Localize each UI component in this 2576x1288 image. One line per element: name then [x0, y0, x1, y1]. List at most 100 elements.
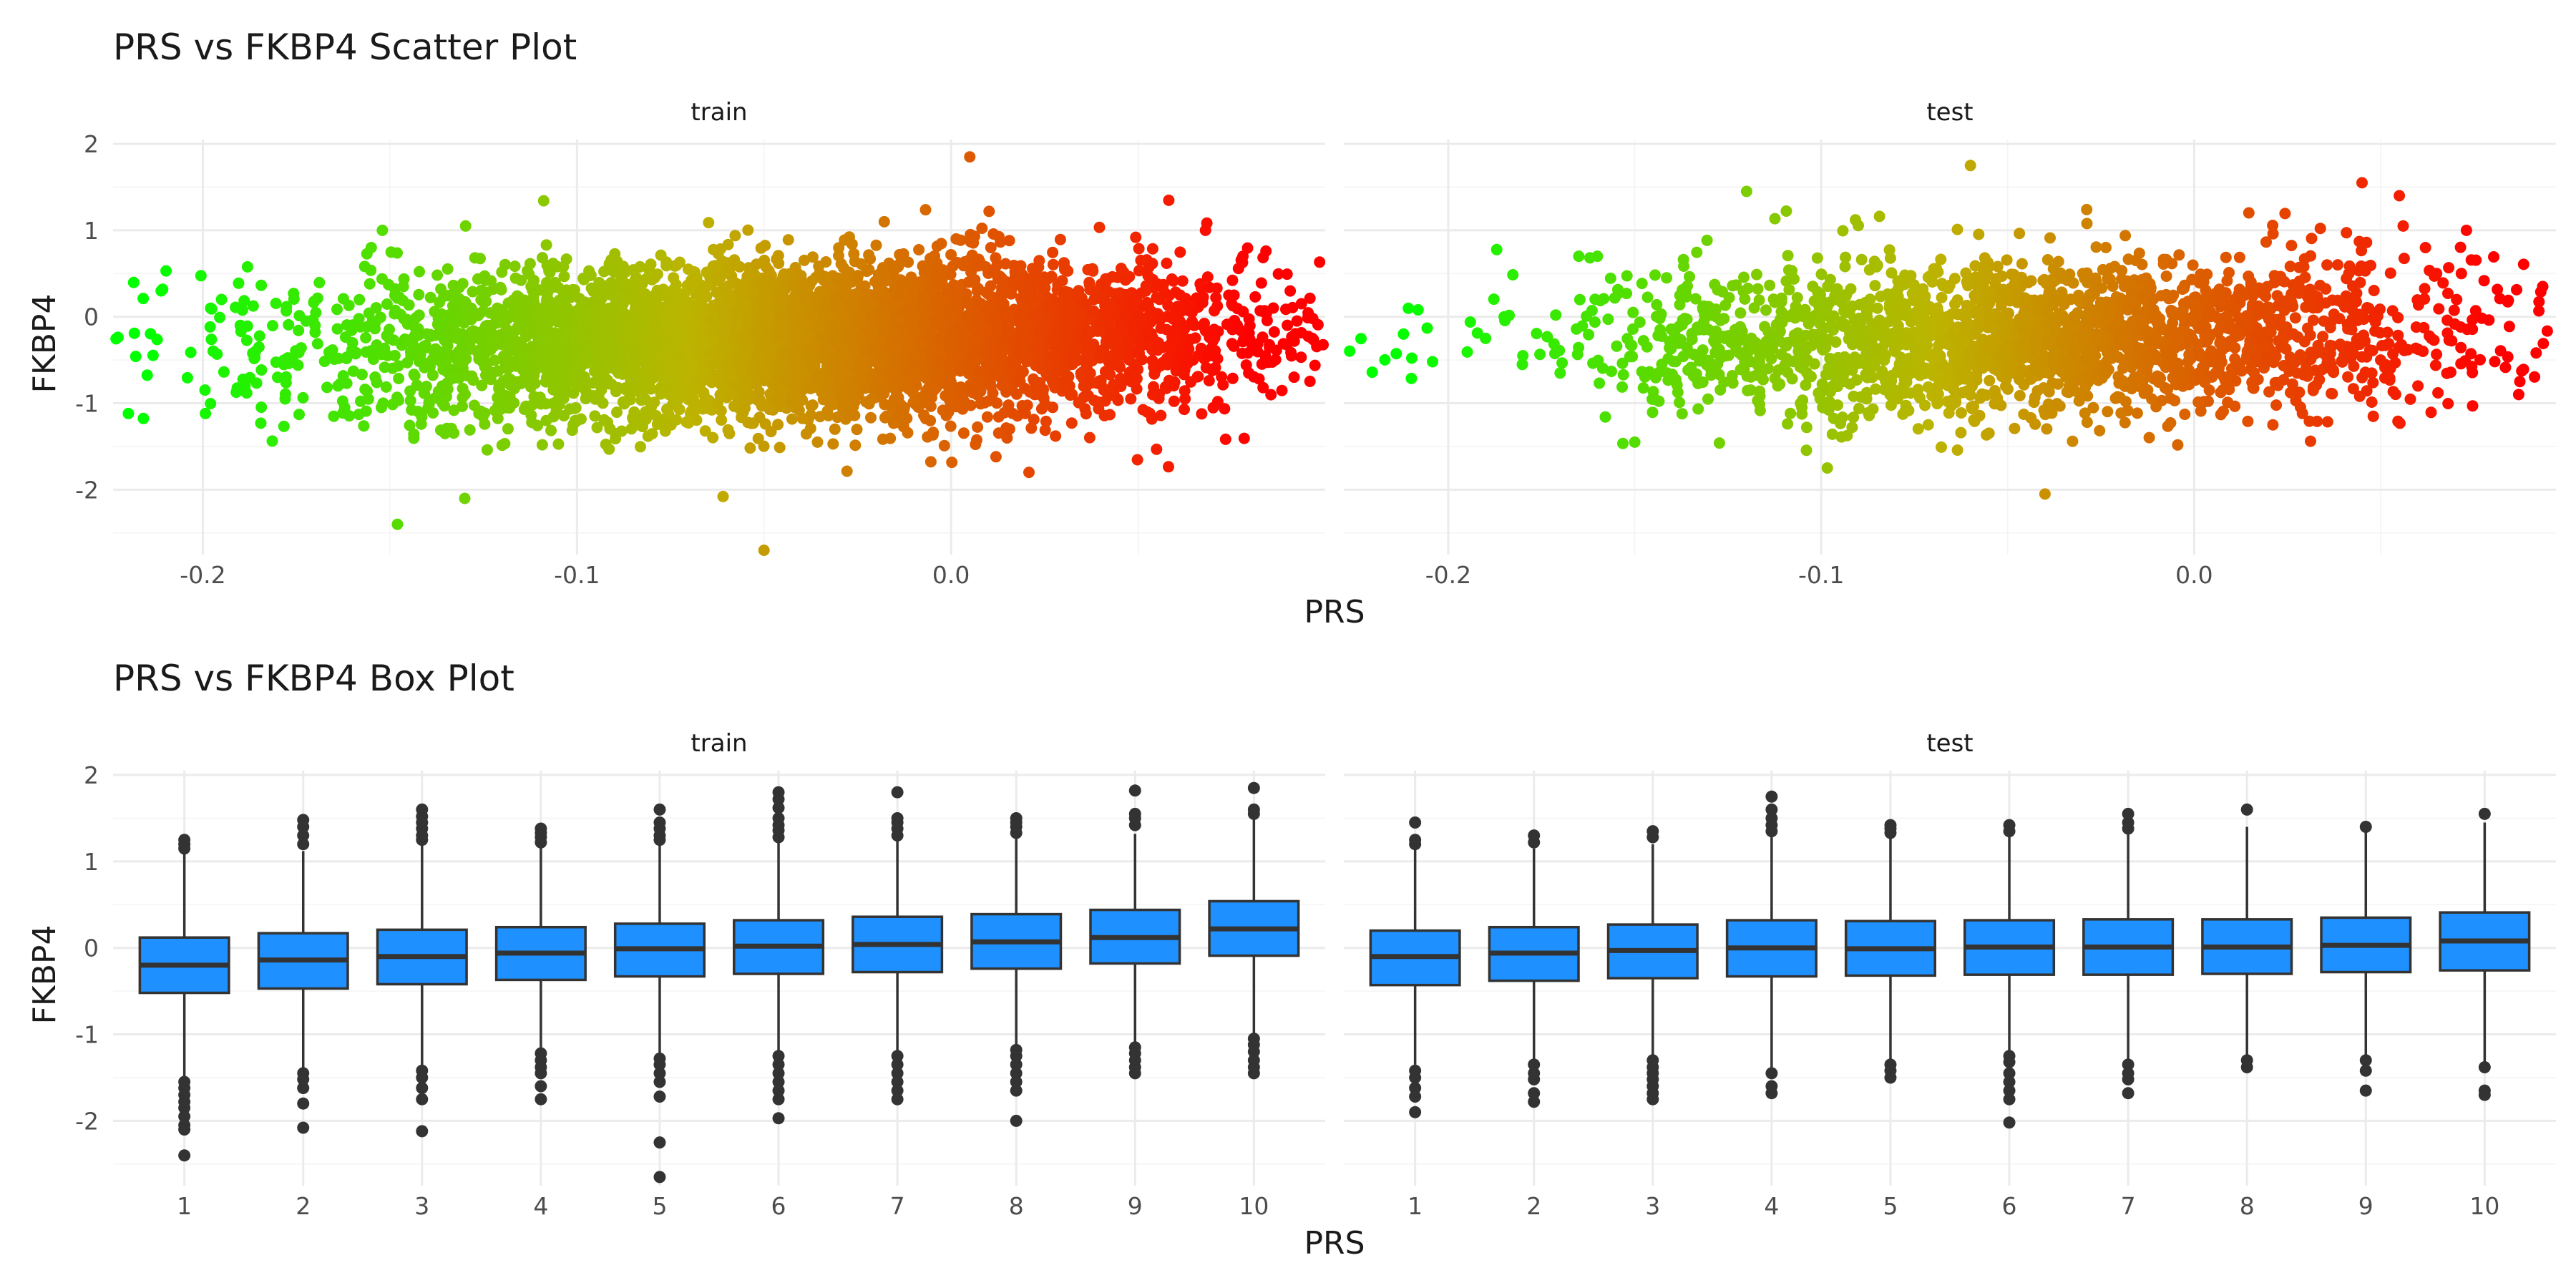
scatter-point — [585, 269, 597, 281]
scatter-point — [1168, 380, 1180, 392]
scatter-point — [1295, 351, 1307, 364]
scatter-point — [618, 334, 630, 346]
scatter-point — [990, 451, 1002, 463]
scatter-point — [509, 260, 521, 273]
scatter-point — [814, 411, 826, 423]
scatter-point — [204, 321, 216, 333]
scatter-point — [943, 394, 955, 406]
scatter-point — [665, 289, 677, 301]
scatter-point — [1217, 379, 1229, 391]
scatter-point — [1125, 393, 1137, 405]
scatter-point — [496, 266, 508, 278]
scatter-point — [798, 291, 810, 303]
scatter-point — [962, 309, 974, 321]
scatter-point — [557, 260, 570, 273]
scatter-point — [1047, 246, 1059, 258]
scatter-point — [715, 368, 726, 380]
scatter-point — [499, 438, 511, 449]
scatter-point — [555, 367, 567, 379]
scatter-point — [529, 377, 541, 389]
scatter-point — [950, 233, 962, 245]
scatter-point — [567, 315, 579, 327]
scatter-point — [855, 364, 867, 376]
scatter-point — [701, 394, 712, 405]
scatter-point — [475, 293, 487, 306]
scatter-point — [1291, 315, 1303, 327]
scatter-point — [207, 345, 219, 357]
scatter-point — [811, 436, 824, 448]
scatter-point — [964, 379, 976, 391]
scatter-point — [233, 277, 245, 289]
scatter-point — [137, 412, 150, 424]
scatter-point — [481, 444, 493, 456]
scatter-point — [924, 456, 937, 468]
scatter-chart: PRS vs FKBP4 Scatter Plot train -2-1012-… — [26, 26, 2556, 630]
scatter-point — [743, 313, 755, 326]
scatter-point — [1005, 366, 1017, 378]
scatter-point — [852, 315, 864, 327]
scatter-point — [683, 263, 694, 275]
scatter-point — [293, 409, 305, 421]
scatter-point — [495, 283, 507, 296]
scatter-point — [1302, 307, 1314, 319]
scatter-point — [1143, 339, 1155, 351]
scatter-point — [485, 275, 497, 287]
scatter-point — [236, 304, 248, 316]
scatter-point — [952, 353, 964, 365]
scatter-point — [453, 310, 465, 321]
scatter-point — [321, 381, 333, 394]
scatter-point — [231, 382, 243, 394]
scatter-point — [722, 424, 734, 436]
scatter-point — [1058, 365, 1070, 376]
scatter-point — [645, 383, 657, 395]
scatter-point — [1176, 275, 1189, 287]
scatter-point — [185, 346, 197, 358]
scatter-point — [1221, 318, 1233, 331]
scatter-point — [1047, 258, 1059, 270]
scatter-point — [1036, 324, 1048, 336]
scatter-point — [874, 336, 887, 348]
scatter-point — [645, 258, 657, 270]
scatter-point — [472, 273, 484, 285]
scatter-point — [967, 355, 980, 367]
scatter-point — [489, 354, 501, 366]
scatter-point — [1033, 346, 1045, 358]
scatter-point — [270, 356, 282, 369]
scatter-point — [452, 333, 464, 344]
scatter-point — [1147, 389, 1158, 401]
scatter-point — [1257, 252, 1269, 263]
scatter-point — [247, 300, 259, 312]
scatter-point — [863, 249, 875, 261]
scatter-point — [660, 260, 673, 272]
scatter-point — [1286, 331, 1298, 343]
scatter-point — [990, 368, 1002, 380]
scatter-point — [728, 400, 740, 412]
scatter-point — [1031, 309, 1043, 321]
scatter-point — [413, 309, 425, 321]
scatter-point — [1178, 369, 1190, 381]
scatter-point — [1163, 194, 1175, 206]
scatter-point — [502, 423, 514, 435]
scatter-point — [1155, 409, 1167, 421]
scatter-point — [408, 428, 420, 440]
scatter-point — [459, 492, 471, 504]
scatter-point — [383, 278, 394, 291]
scatter-point — [1083, 390, 1094, 401]
scatter-point — [1015, 339, 1027, 351]
scatter-point — [929, 291, 941, 302]
scatter-point — [360, 405, 372, 417]
scatter-point — [999, 378, 1011, 390]
scatter-point — [595, 326, 606, 338]
scatter-point — [739, 402, 751, 414]
scatter-point — [1226, 298, 1238, 310]
scatter-point — [771, 253, 783, 265]
scatter-point — [200, 407, 212, 419]
scatter-point — [774, 441, 786, 454]
scatter-point — [985, 242, 997, 253]
scatter-point — [1189, 332, 1201, 344]
scatter-point — [364, 278, 376, 290]
scatter-point — [734, 351, 746, 363]
scatter-point — [141, 369, 153, 381]
